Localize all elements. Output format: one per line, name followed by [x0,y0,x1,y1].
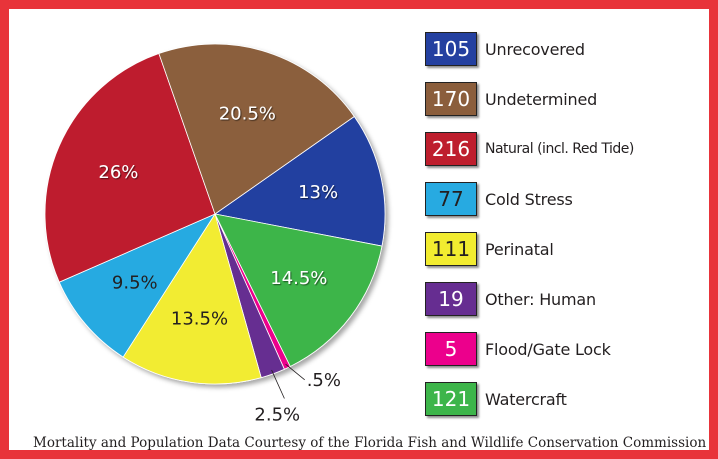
pie-label-undetermined: 20.5% [219,104,276,125]
legend-item-flood-gate-lock: 5 Flood/Gate Lock [425,330,611,368]
pie-slice-watercraft [214,213,383,367]
legend-label-unrecovered: Unrecovered [485,39,585,59]
legend-label-watercraft: Watercraft [485,389,567,409]
legend-item-natural-incl-red-tide: 216 Natural (incl. Red Tide) [425,130,634,168]
leader-line-other-human [271,369,285,399]
legend-label-perinatal: Perinatal [485,239,554,259]
legend-item-perinatal: 111 Perinatal [425,230,554,268]
legend-label-other-human: Other: Human [485,289,596,309]
legend-value-perinatal: 111 [425,232,477,266]
legend-value-flood-gate-lock: 5 [425,332,477,366]
pie-slice-cold-stress [58,213,217,358]
pie-label-watercraft: 14.5% [270,268,327,289]
legend-item-undetermined: 170 Undetermined [425,80,597,118]
legend-value-cold-stress: 77 [425,182,477,216]
legend-label-flood-gate-lock: Flood/Gate Lock [485,339,611,359]
pie-svg: 13% 14.5% .5% 2.5% 13.5% 9.5% 26% 20.5% [44,43,386,426]
pie-slice-natural-incl-red-tide [44,53,216,283]
legend-item-other-human: 19 Other: Human [425,280,596,318]
legend-value-natural-incl-red-tide: 216 [425,132,477,166]
legend-label-natural-incl-red-tide: Natural (incl. Red Tide) [485,141,634,157]
pie-label-natural-incl-red-tide: 26% [98,162,138,183]
legend-value-watercraft: 121 [425,382,477,416]
leader-line-flood-gate-lock [285,363,305,381]
pie-label-other-human: 2.5% [254,405,300,426]
pie-chart: 13% 14.5% .5% 2.5% 13.5% 9.5% 26% 20.5% [9,9,409,429]
legend-label-cold-stress: Cold Stress [485,189,573,209]
pie-label-perinatal: 13.5% [171,308,228,329]
pie-slice-unrecovered [213,115,386,247]
pie-slice-undetermined [158,43,355,215]
legend-item-cold-stress: 77 Cold Stress [425,180,573,218]
legend-item-unrecovered: 105 Unrecovered [425,30,585,68]
legend-value-other-human: 19 [425,282,477,316]
pie-slice-perinatal [122,213,262,385]
pie-label-unrecovered: 13% [298,182,338,203]
legend-value-unrecovered: 105 [425,32,477,66]
legend-value-undetermined: 170 [425,82,477,116]
pie-label-cold-stress: 9.5% [112,272,158,293]
pie-label-flood-gate-lock: .5% [307,370,341,391]
legend-item-watercraft: 121 Watercraft [425,380,567,418]
legend-label-undetermined: Undetermined [485,89,598,109]
footer-credit: Mortality and Population Data Courtesy o… [33,435,707,451]
